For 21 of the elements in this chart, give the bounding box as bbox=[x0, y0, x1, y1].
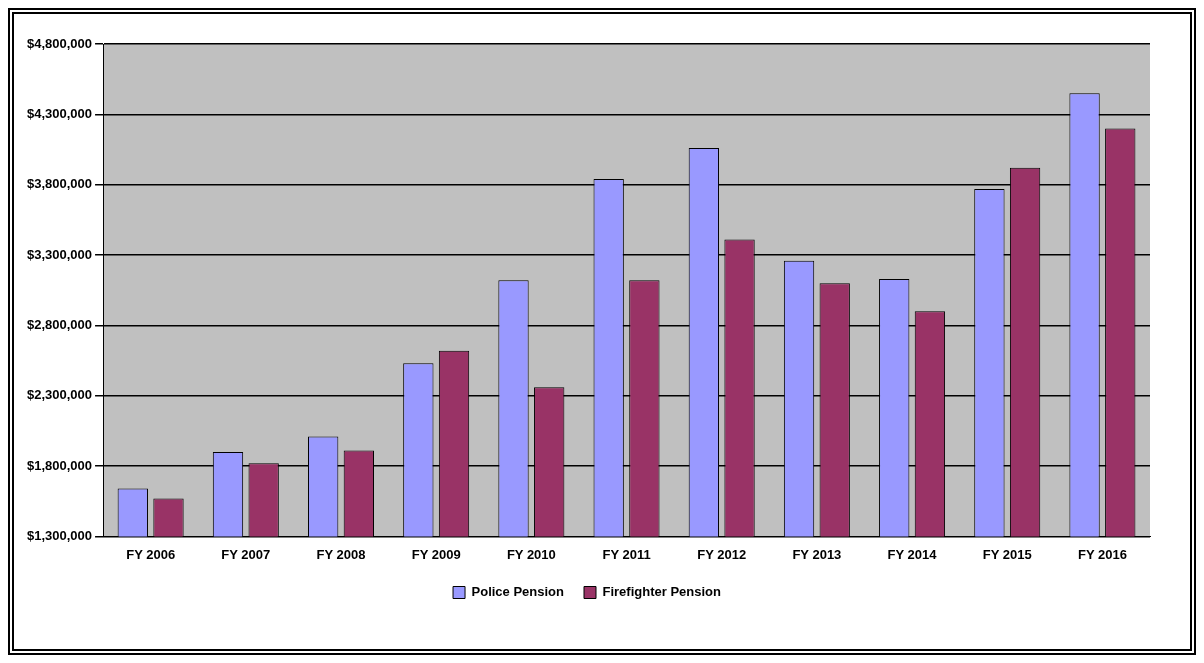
x-tick-label: FY 2016 bbox=[1077, 546, 1127, 562]
legend-label: Firefighter Pension bbox=[602, 584, 722, 600]
x-tick-label: FY 2015 bbox=[982, 546, 1032, 562]
y-tick-label: $2,800,000 bbox=[26, 316, 93, 332]
x-tick-label: FY 2010 bbox=[506, 546, 556, 562]
x-tick-label: FY 2013 bbox=[792, 546, 842, 562]
y-tick-label: $4,800,000 bbox=[26, 35, 93, 51]
y-tick-label: $4,300,000 bbox=[26, 105, 93, 121]
y-tick-label: $1,300,000 bbox=[26, 527, 93, 543]
y-tick-label: $3,300,000 bbox=[26, 246, 93, 262]
x-tick-label: FY 2012 bbox=[697, 546, 747, 562]
y-tick-label: $2,300,000 bbox=[26, 387, 93, 403]
x-tick-label: FY 2007 bbox=[221, 546, 271, 562]
x-tick-label: FY 2008 bbox=[316, 546, 366, 562]
y-tick-label: $1,800,000 bbox=[26, 457, 93, 473]
x-tick-label: FY 2009 bbox=[411, 546, 461, 562]
legend-label: Police Pension bbox=[471, 584, 565, 600]
x-tick-label: FY 2011 bbox=[602, 546, 651, 562]
x-tick-label: FY 2006 bbox=[126, 546, 176, 562]
x-tick-label: FY 2014 bbox=[887, 546, 938, 562]
y-tick-label: $3,800,000 bbox=[26, 176, 93, 192]
